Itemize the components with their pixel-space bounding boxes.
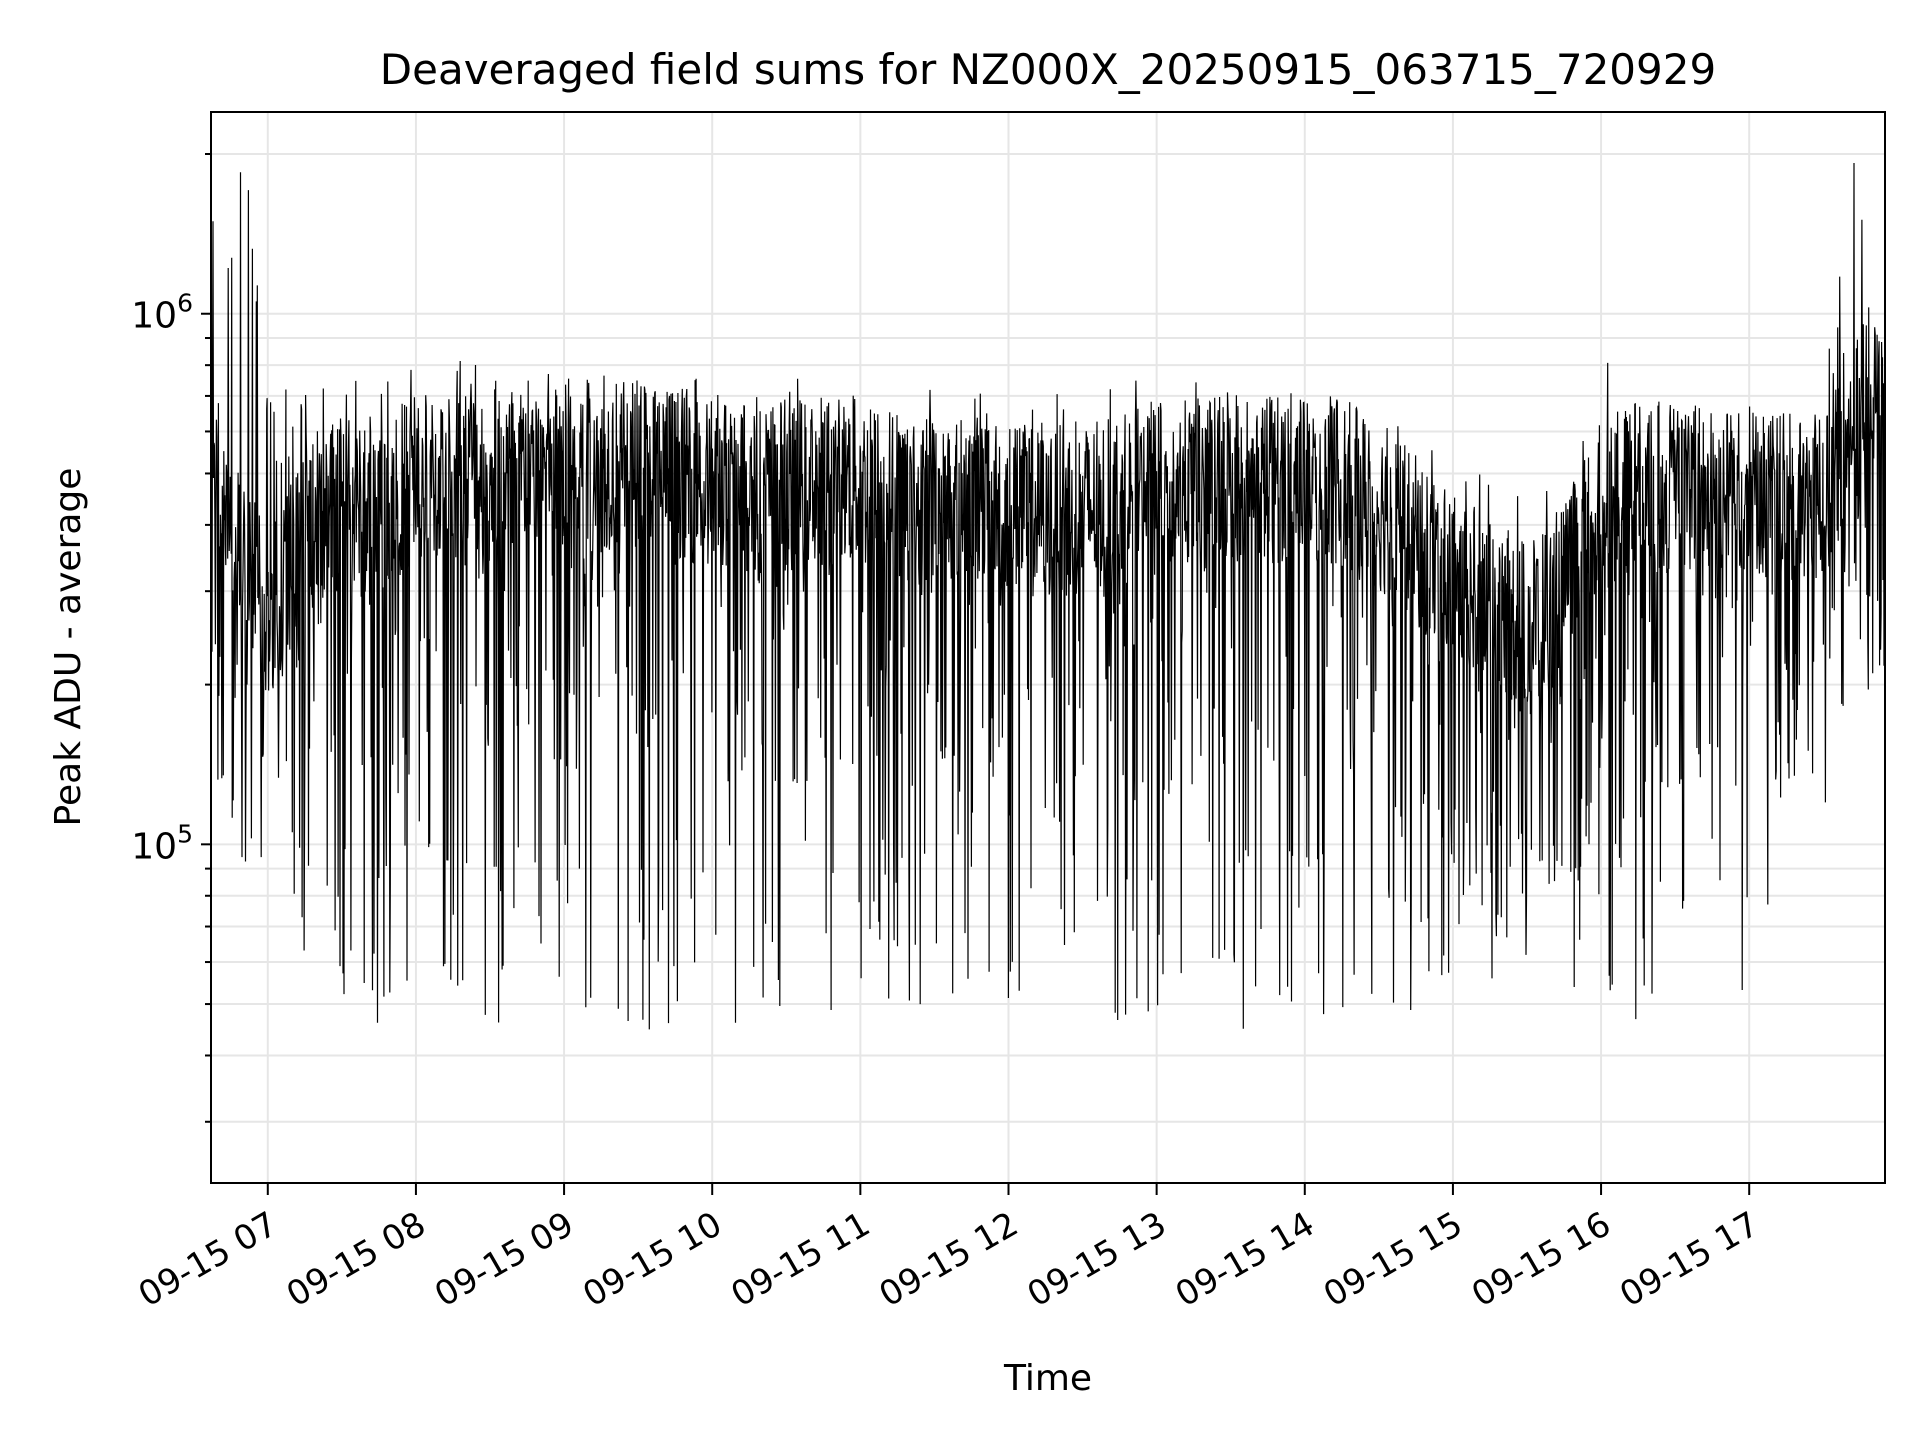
series-layer [211,162,1885,1030]
y-axis-label: Peak ADU - average [48,468,89,827]
plot-frame [210,111,1886,1184]
y-tick-label: 106 [131,289,193,337]
x-axis-label: Time [1003,1358,1092,1399]
y-tick-label: 105 [131,819,193,867]
series-line [211,162,1885,1030]
chart-title: Deaveraged field sums for NZ000X_2025091… [380,45,1716,94]
